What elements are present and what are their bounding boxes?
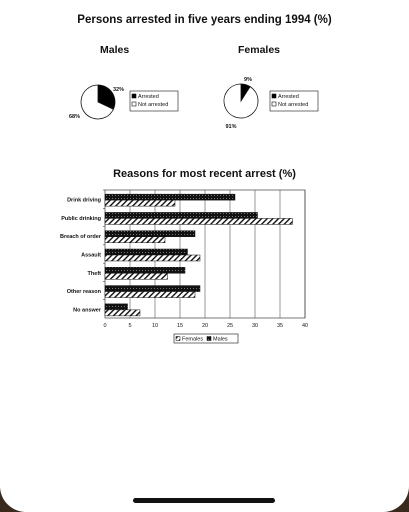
x-tick-label-7: 35 [277, 323, 283, 329]
bar-legend-box [173, 333, 239, 344]
bar-females-6 [104, 309, 141, 317]
x-tick-label-1: 5 [128, 323, 131, 329]
bar-females-1 [104, 218, 293, 225]
x-tick-label-6: 30 [252, 323, 258, 329]
category-label-1: Public drinking [61, 216, 101, 222]
bar-females-2 [104, 236, 166, 243]
pie-value-label-0-0: 32% [113, 87, 124, 93]
pie-legend-swatch-0-0 [131, 93, 137, 99]
bar-males-4 [104, 267, 186, 274]
x-tick-label-8: 40 [302, 323, 308, 329]
pie-value-label-1-1: 91% [225, 124, 236, 130]
category-label-2: Breach of order [60, 234, 102, 240]
pie-value-label-0-1: 68% [69, 114, 80, 120]
bar-males-2 [104, 230, 196, 237]
pie-legend-box-1 [269, 90, 319, 112]
bar-females-4 [104, 273, 168, 280]
bar-legend-label-1: Males [213, 337, 228, 343]
x-tick-label-2: 10 [152, 323, 158, 329]
pie-slice-0-1 [80, 84, 114, 120]
pie-charts: 32% 68% Arrested Not arrested 9% 91% Arrested N… [69, 77, 319, 130]
bar-legend-swatch-0 [175, 336, 181, 341]
pie-legend-label-1-1: Not arrested [278, 102, 308, 108]
x-tick-label-5: 25 [227, 323, 233, 329]
bar-legend-label-0: Females [182, 337, 203, 343]
pie-slice-1-1 [223, 83, 259, 119]
bar-males-5 [104, 285, 201, 292]
pie-legend-swatch-0-1 [131, 101, 137, 107]
bar-males-0 [104, 193, 236, 201]
x-tick-label-3: 15 [177, 323, 183, 329]
bar-chart: 0 5 10 15 20 25 30 35 40 Drink driving Public drin… [60, 189, 308, 344]
category-label-0: Drink driving [67, 198, 101, 204]
main-title: Persons arrested in five years ending 19… [77, 14, 332, 26]
pie-legend-swatch-1-1 [271, 101, 277, 107]
females-pie-title: Females [238, 44, 281, 56]
pie-legend-label-0-1: Not arrested [138, 102, 168, 108]
home-indicator[interactable] [133, 498, 275, 503]
pie-slice-0-0 [97, 84, 116, 110]
bar-females-5 [104, 291, 196, 298]
category-label-3: Assault [81, 253, 101, 259]
bar-males-6 [104, 303, 128, 311]
pie-legend-box-0 [129, 90, 179, 112]
category-label-4: Theft [88, 271, 102, 277]
pie-legend-swatch-1-0 [271, 93, 277, 99]
pie-value-label-1-0: 9% [244, 77, 252, 83]
pie-legend-label-1-0: Arrested [278, 94, 299, 100]
x-tick-label-4: 20 [202, 323, 208, 329]
category-label-5: Other reason [67, 289, 102, 295]
bar-females-3 [104, 254, 201, 262]
males-pie-title: Males [100, 44, 130, 56]
pie-legend-label-0-0: Arrested [138, 94, 159, 100]
bar-males-3 [104, 248, 188, 256]
bar-legend-swatch-1 [206, 336, 212, 341]
bar-males-1 [104, 212, 258, 219]
x-tick-label-0: 0 [103, 323, 106, 329]
category-label-6: No answer [73, 307, 102, 313]
bar-chart-title: Reasons for most recent arrest (%) [113, 168, 296, 180]
bar-females-0 [104, 199, 176, 207]
